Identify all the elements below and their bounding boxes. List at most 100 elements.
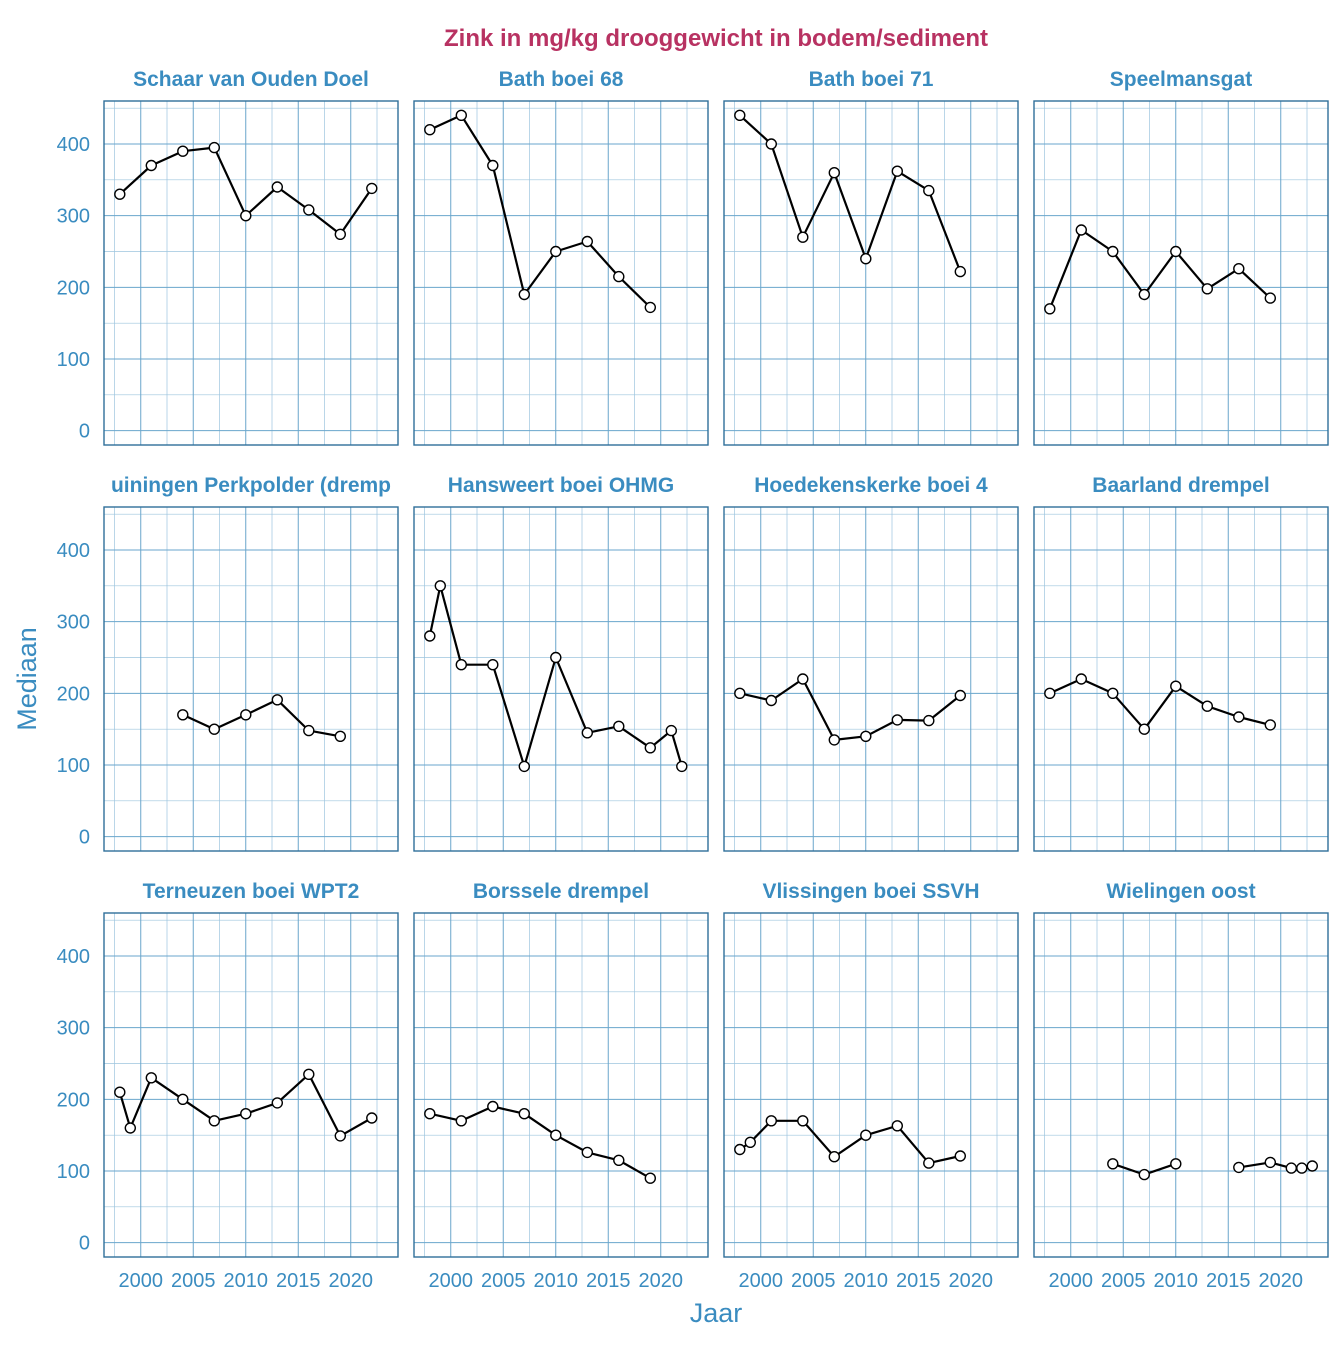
data-point <box>518 1107 530 1120</box>
facet-panel: Hansweert boei OHMG <box>413 474 709 852</box>
x-tick-label: 2020 <box>329 1270 374 1292</box>
panel-border <box>723 100 1019 446</box>
data-point <box>1138 1168 1151 1181</box>
data-point <box>1306 1160 1319 1172</box>
data-point <box>1075 224 1088 236</box>
facet-panel: Bath boei 68 <box>413 68 709 446</box>
x-tick-label: 2010 <box>224 1270 269 1292</box>
data-point <box>676 760 688 773</box>
data-point <box>1075 673 1088 685</box>
data-point <box>891 1120 903 1132</box>
series-group <box>114 141 378 241</box>
panel-border <box>723 506 1019 852</box>
x-axis-label: Jaar <box>690 1298 743 1328</box>
y-tick-label: 400 <box>57 946 90 968</box>
x-tick-label: 2000 <box>119 1270 164 1292</box>
data-point <box>828 734 840 746</box>
data-point <box>487 159 499 172</box>
chart-title: Zink in mg/kg drooggewicht in bodem/sedi… <box>444 25 988 52</box>
data-point <box>550 1129 562 1141</box>
data-point <box>581 1146 593 1159</box>
facet-strip-label: Borssele drempel <box>473 880 649 903</box>
data-point <box>765 1115 777 1127</box>
x-tick-label: 2020 <box>639 1270 684 1292</box>
data-point <box>665 724 677 737</box>
data-point <box>765 138 777 150</box>
facet-panel: Baarland drempel <box>1033 474 1329 852</box>
data-point <box>644 301 656 314</box>
data-point <box>145 159 158 172</box>
series-line <box>429 114 652 309</box>
data-point <box>455 109 467 122</box>
data-point <box>613 1154 625 1167</box>
data-point <box>797 1115 809 1127</box>
y-tick-label: 0 <box>79 827 90 849</box>
series-group <box>1044 673 1277 735</box>
data-point <box>923 714 935 727</box>
facet-panel: Terneuzen boei WPT2 0 100 200 300 400 2000 2005… <box>57 880 399 1292</box>
data-point <box>240 209 252 222</box>
x-tick-label: 2010 <box>534 1270 579 1292</box>
data-point <box>1233 1161 1245 1174</box>
x-tick-label: 2020 <box>1259 1270 1304 1292</box>
data-point <box>954 689 966 702</box>
data-point <box>797 231 809 243</box>
x-tick-label: 2000 <box>1049 1270 1094 1292</box>
panel-border <box>413 506 709 852</box>
series-group <box>734 673 966 746</box>
data-point <box>1285 1162 1298 1174</box>
data-point <box>334 228 346 241</box>
data-point <box>891 714 903 726</box>
data-point <box>208 723 221 735</box>
data-point <box>177 145 189 157</box>
data-point <box>644 742 656 754</box>
y-tick-label: 300 <box>57 612 90 634</box>
x-tick-label: 2020 <box>949 1270 994 1292</box>
data-point <box>334 1130 346 1142</box>
x-tick-label: 2005 <box>1101 1270 1146 1292</box>
y-tick-label: 200 <box>57 1089 90 1111</box>
data-point <box>1296 1162 1308 1174</box>
data-point <box>114 1086 126 1098</box>
data-point <box>271 181 283 193</box>
data-point <box>1201 700 1214 712</box>
data-point <box>455 659 467 671</box>
data-point <box>954 1150 966 1162</box>
facet-strip-label: Vlissingen boei SSVH <box>762 880 979 903</box>
series-line <box>739 677 961 742</box>
facet-strip-label: Wielingen oost <box>1106 880 1255 903</box>
data-point <box>1264 719 1277 731</box>
x-tick-label: 2010 <box>844 1270 889 1292</box>
data-point <box>734 109 746 122</box>
y-tick-label: 200 <box>57 277 90 299</box>
data-point <box>923 184 935 197</box>
panel-border <box>413 100 709 446</box>
data-point <box>860 730 872 742</box>
series-group <box>424 109 656 314</box>
x-tick-label: 2005 <box>791 1270 836 1292</box>
data-point <box>1138 288 1151 301</box>
data-point <box>114 188 126 200</box>
data-point <box>797 673 809 685</box>
data-point <box>1233 711 1245 723</box>
data-point <box>828 166 840 179</box>
data-point <box>487 1100 499 1113</box>
data-point <box>518 288 530 301</box>
panel-border <box>413 912 709 1258</box>
data-point <box>550 245 562 258</box>
y-tick-label: 100 <box>57 349 90 371</box>
data-point <box>271 694 283 706</box>
data-point <box>303 204 315 216</box>
data-point <box>366 1112 378 1124</box>
panel-border <box>103 100 399 446</box>
data-point <box>424 1107 436 1120</box>
x-tick-label: 2005 <box>481 1270 526 1292</box>
data-point <box>434 580 446 592</box>
y-tick-label: 0 <box>79 1233 90 1255</box>
data-point <box>303 1068 315 1081</box>
panel-border <box>103 912 399 1258</box>
series-line <box>739 1119 961 1165</box>
data-point <box>1107 1158 1119 1170</box>
facet-panel: Schaar van Ouden Doel 0 100 200 300 400 <box>57 68 399 446</box>
